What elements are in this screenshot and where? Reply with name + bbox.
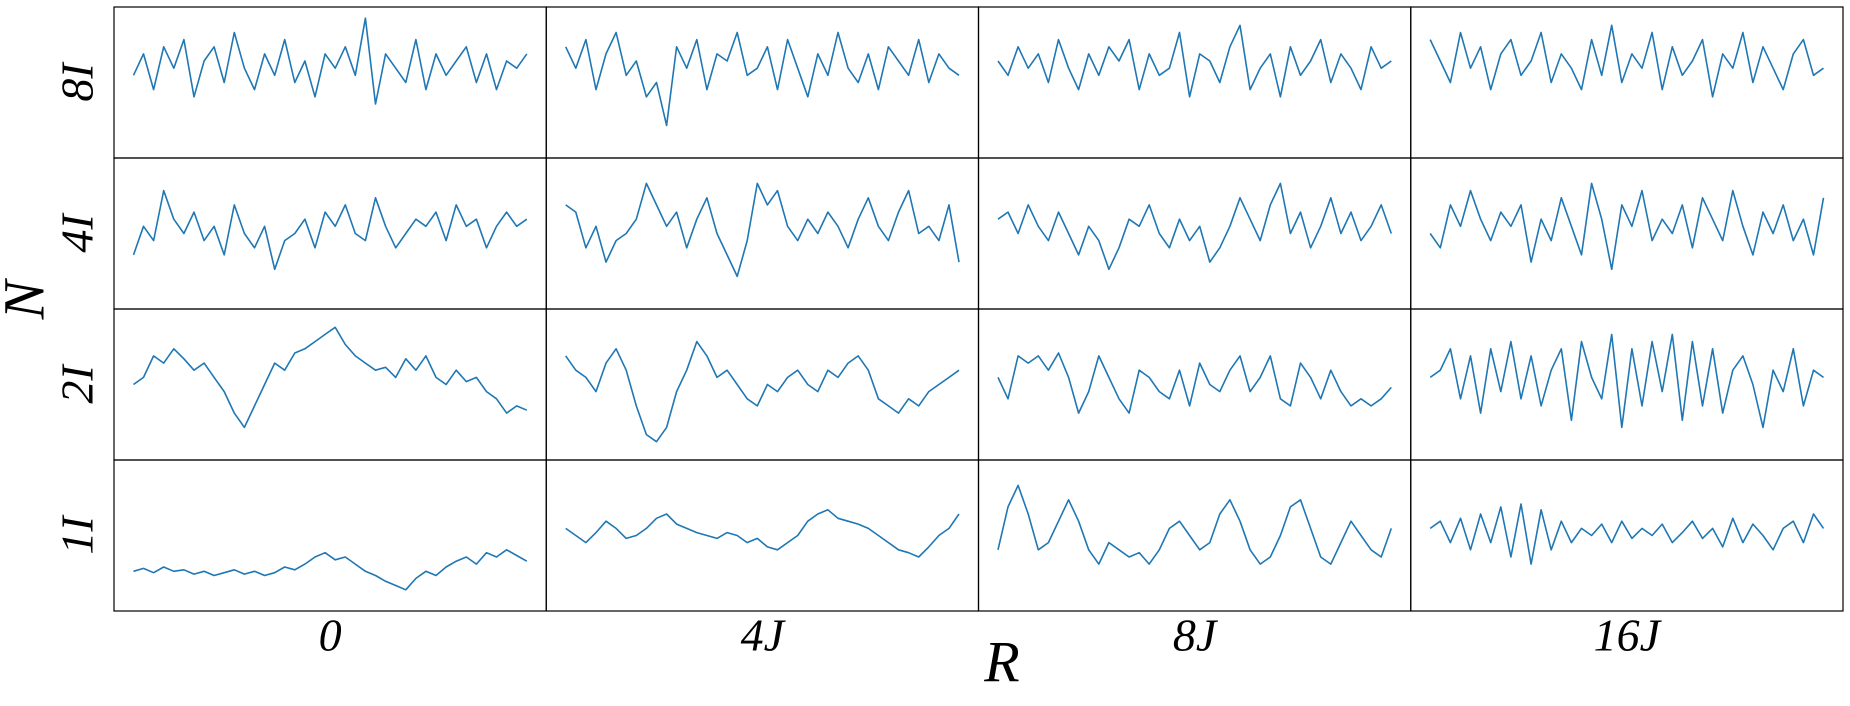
panel-frame: [545, 459, 980, 612]
column-label: 4J: [741, 610, 787, 661]
data-line: [1429, 24, 1824, 98]
column-label: 0: [319, 610, 342, 661]
data-line: [133, 326, 528, 429]
column-label: 16J: [1594, 610, 1663, 661]
data-line: [133, 549, 528, 591]
panel-frame: [545, 157, 980, 310]
panel-frame: [977, 459, 1412, 612]
data-line: [1429, 333, 1824, 429]
x-axis-label: R: [983, 629, 1019, 694]
column-label: 8J: [1173, 610, 1219, 661]
row-label: 4I: [52, 212, 103, 253]
data-line: [565, 509, 960, 558]
row-label: 2I: [52, 363, 103, 404]
row-label: 8I: [52, 61, 103, 102]
data-line: [997, 182, 1393, 271]
data-line: [997, 484, 1393, 565]
data-line: [564, 31, 960, 127]
data-line: [565, 340, 960, 443]
panel-frame: [545, 308, 980, 461]
data-line: [1429, 182, 1825, 271]
y-axis-label: N: [0, 277, 56, 320]
data-line: [1429, 503, 1825, 565]
panel-frame: [1410, 6, 1844, 159]
panel-frame: [1410, 157, 1844, 310]
panel-frame: [977, 6, 1412, 159]
panel-frame: [1410, 459, 1844, 612]
row-label: 1I: [52, 514, 103, 555]
data-line: [132, 17, 528, 105]
panel-frame: [113, 6, 547, 159]
data-line: [132, 189, 528, 271]
panel-frame: [113, 459, 547, 612]
panel-frame: [545, 6, 980, 159]
data-line: [997, 352, 1392, 414]
data-line: [997, 24, 1392, 98]
data-line: [565, 182, 960, 278]
